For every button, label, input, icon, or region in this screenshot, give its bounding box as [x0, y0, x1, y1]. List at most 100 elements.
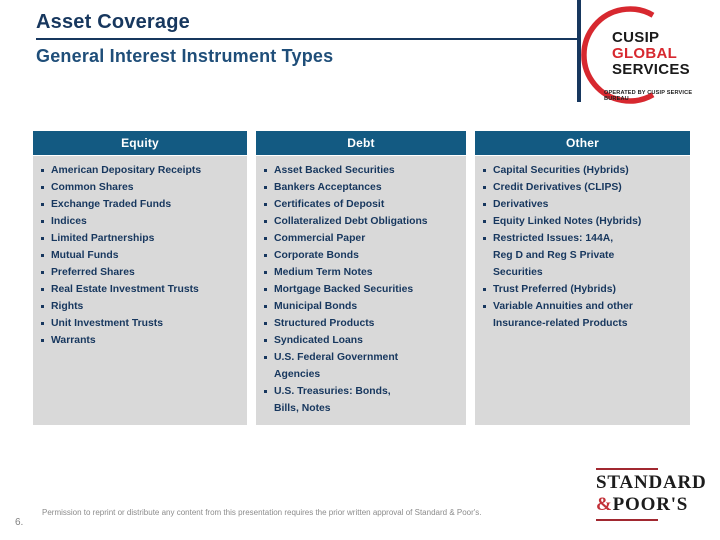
list-item-label: Mutual Funds — [51, 250, 119, 261]
bullet-icon — [264, 390, 267, 393]
bullet-icon — [41, 186, 44, 189]
list-item-label: Preferred Shares — [51, 267, 135, 278]
cusip-tagline: OPERATED BY CUSIP SERVICE BUREAU — [604, 90, 693, 102]
list-item-label: Commercial Paper — [274, 233, 366, 244]
bullet-icon — [41, 237, 44, 240]
bullet-icon — [264, 169, 267, 172]
bullet-icon — [41, 322, 44, 325]
list-item-label: U.S. Federal Government Agencies — [274, 352, 399, 380]
list-item: American Depositary Receipts — [40, 162, 245, 179]
list-item-label: American Depositary Receipts — [51, 165, 202, 176]
list-item: Capital Securities (Hybrids) — [482, 162, 688, 179]
list-item-label: Trust Preferred (Hybrids) — [493, 284, 616, 295]
list-item: Preferred Shares — [40, 264, 245, 281]
list-item-label: Bankers Acceptances — [274, 182, 382, 193]
cusip-line3: SERVICES — [612, 61, 690, 78]
bullet-icon — [264, 237, 267, 240]
list-item: Equity Linked Notes (Hybrids) — [482, 213, 688, 230]
cusip-arc-icon — [581, 6, 655, 104]
list-item: Unit Investment Trusts — [40, 315, 245, 332]
list-item: U.S. Federal Government Agencies — [263, 349, 464, 383]
list-item-label: Rights — [51, 301, 84, 312]
list-item-label: Variable Annuities and other Insurance-r… — [493, 301, 633, 329]
list-item-label: Restricted Issues: 144A, Reg D and Reg S… — [493, 233, 615, 278]
bullet-icon — [41, 169, 44, 172]
cusip-wordmark: CUSIP GLOBAL SERVICES — [612, 30, 690, 78]
list-item: Certificates of Deposit — [263, 196, 464, 213]
bullet-icon — [483, 186, 486, 189]
list-item-label: Municipal Bonds — [274, 301, 358, 312]
bullet-icon — [41, 305, 44, 308]
list-item: Mortgage Backed Securities — [263, 281, 464, 298]
sp-logo-ampersand: & — [596, 494, 613, 515]
bullet-icon — [264, 203, 267, 206]
list-item-label: Mortgage Backed Securities — [274, 284, 414, 295]
column-header-equity: Equity — [33, 131, 247, 155]
list-item-label: Exchange Traded Funds — [51, 199, 172, 210]
bullet-icon — [41, 271, 44, 274]
list-item-label: Collateralized Debt Obligations — [274, 216, 428, 227]
sp-logo-top-rule — [596, 468, 658, 470]
slide-page-number: 6. — [15, 517, 24, 528]
list-item-label: Corporate Bonds — [274, 250, 359, 261]
list-item: Syndicated Loans — [263, 332, 464, 349]
list-item-label: Indices — [51, 216, 87, 227]
list-item: Bankers Acceptances — [263, 179, 464, 196]
column-header-debt: Debt — [256, 131, 466, 155]
list-item-label: Asset Backed Securities — [274, 165, 395, 176]
list-item: Rights — [40, 298, 245, 315]
list-item: U.S. Treasuries: Bonds, Bills, Notes — [263, 383, 464, 417]
list-item: Credit Derivatives (CLIPS) — [482, 179, 688, 196]
column-header-other: Other — [475, 131, 690, 155]
list-item: Mutual Funds — [40, 247, 245, 264]
equity-item-list: American Depositary Receipts Common Share… — [33, 156, 247, 425]
list-item-label: Real Estate Investment Trusts — [51, 284, 199, 295]
bullet-icon — [264, 254, 267, 257]
column-debt: Debt Asset Backed Securities Bankers Acce… — [256, 131, 466, 425]
list-item: Real Estate Investment Trusts — [40, 281, 245, 298]
list-item: Corporate Bonds — [263, 247, 464, 264]
bullet-icon — [41, 203, 44, 206]
sp-logo-line1: STANDARD — [596, 472, 707, 493]
list-item-label: Equity Linked Notes (Hybrids) — [493, 216, 642, 227]
bullet-icon — [483, 169, 486, 172]
bullet-icon — [483, 237, 486, 240]
list-item: Asset Backed Securities — [263, 162, 464, 179]
list-item: Trust Preferred (Hybrids) — [482, 281, 688, 298]
list-item-label: Certificates of Deposit — [274, 199, 385, 210]
bullet-icon — [41, 220, 44, 223]
list-item: Warrants — [40, 332, 245, 349]
list-item: Restricted Issues: 144A, Reg D and Reg S… — [482, 230, 688, 281]
cusip-line2: GLOBAL — [612, 45, 678, 62]
logo-divider-line — [577, 0, 581, 102]
cusip-line1: CUSIP — [612, 29, 660, 46]
list-item: Medium Term Notes — [263, 264, 464, 281]
sp-logo-poors: POOR'S — [612, 494, 689, 515]
instrument-type-columns: Equity American Depositary Receipts Commo… — [33, 131, 690, 425]
list-item-label: Structured Products — [274, 318, 375, 329]
standard-poors-logo: STANDARD &POOR'S — [596, 468, 711, 521]
bullet-icon — [41, 288, 44, 291]
list-item-label: Unit Investment Trusts — [51, 318, 164, 329]
list-item: Variable Annuities and other Insurance-r… — [482, 298, 688, 332]
list-item-label: Medium Term Notes — [274, 267, 373, 278]
list-item: Limited Partnerships — [40, 230, 245, 247]
list-item-label: Warrants — [51, 335, 96, 346]
bullet-icon — [264, 271, 267, 274]
bullet-icon — [41, 254, 44, 257]
sp-logo-line2: &POOR'S — [596, 494, 711, 516]
bullet-icon — [264, 356, 267, 359]
list-item-label: Limited Partnerships — [51, 233, 155, 244]
list-item: Municipal Bonds — [263, 298, 464, 315]
page-subtitle: General Interest Instrument Types — [36, 46, 334, 66]
column-equity: Equity American Depositary Receipts Commo… — [33, 131, 247, 425]
other-item-list: Capital Securities (Hybrids) Credit Deriv… — [475, 156, 690, 425]
bullet-icon — [483, 305, 486, 308]
list-item-label: Derivatives — [493, 199, 549, 210]
list-item-label: U.S. Treasuries: Bonds, Bills, Notes — [274, 386, 391, 414]
bullet-icon — [264, 339, 267, 342]
list-item: Exchange Traded Funds — [40, 196, 245, 213]
list-item: Commercial Paper — [263, 230, 464, 247]
list-item-label: Capital Securities (Hybrids) — [493, 165, 629, 176]
